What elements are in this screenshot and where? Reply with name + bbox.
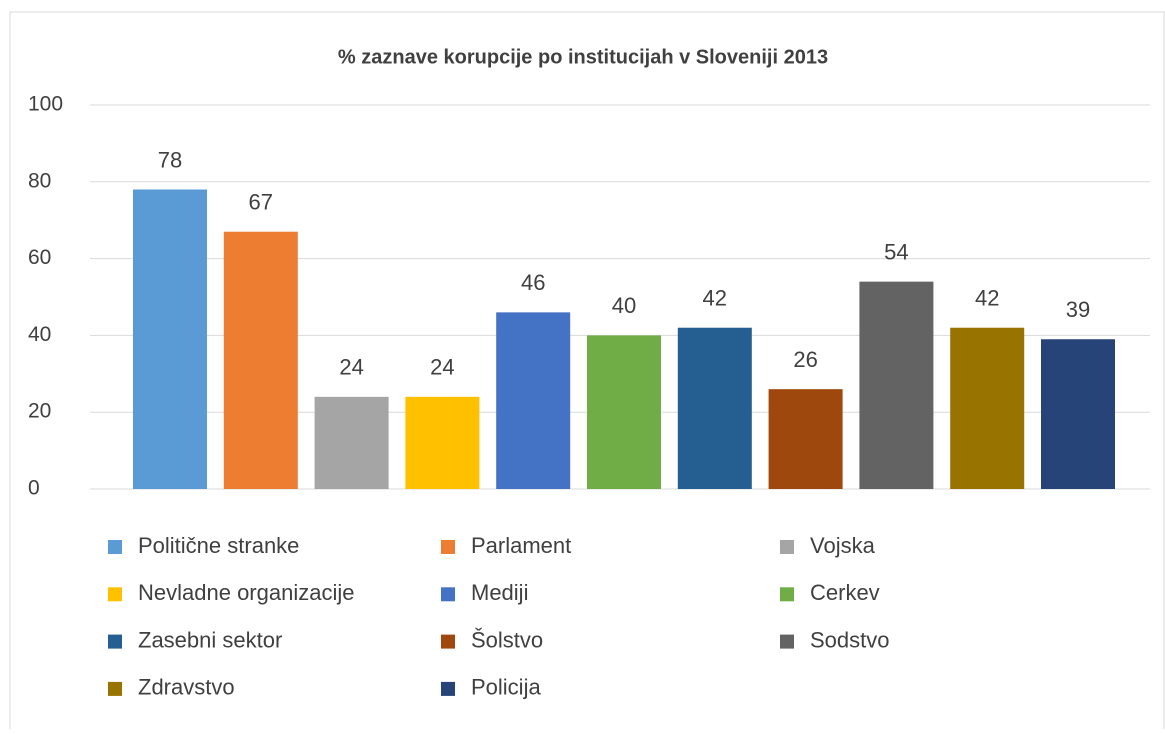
y-tick-label: 80 [28, 169, 51, 192]
legend-label: Politične stranke [138, 533, 299, 558]
y-tick-label: 40 [28, 323, 51, 346]
legend-label: Cerkev [810, 580, 880, 605]
y-tick-label: 60 [28, 246, 51, 269]
legend-swatch [441, 540, 455, 554]
bar [587, 335, 661, 489]
bar [405, 396, 480, 489]
legend-swatch [441, 681, 455, 696]
legend-swatch [441, 634, 455, 649]
legend-swatch [780, 587, 794, 602]
legend-swatch [441, 587, 455, 602]
data-label: 42 [975, 286, 999, 311]
legend-swatch [780, 540, 794, 554]
legend-label: Zasebni sektor [138, 627, 282, 652]
data-label: 39 [1066, 297, 1090, 322]
y-tick-label: 20 [28, 400, 51, 423]
y-tick-label: 0 [28, 477, 40, 500]
bar [768, 389, 843, 489]
data-label: 54 [884, 239, 908, 264]
legend-swatch [108, 540, 122, 554]
legend-swatch [108, 681, 122, 696]
data-label: 24 [430, 355, 454, 380]
data-label: 24 [339, 355, 363, 380]
bar [496, 312, 571, 489]
data-label: 26 [793, 347, 817, 372]
bar [859, 281, 934, 489]
bar [314, 396, 389, 489]
chart-title: % zaznave korupcije po institucijah v Sl… [338, 46, 828, 68]
bar [677, 327, 752, 489]
data-label: 46 [521, 270, 545, 295]
legend-swatch [108, 587, 122, 602]
legend-label: Šolstvo [471, 627, 543, 652]
legend-label: Nevladne organizacije [138, 580, 354, 605]
y-tick-label: 100 [28, 93, 63, 116]
legend-label: Policija [471, 675, 541, 700]
data-label: 67 [249, 190, 273, 215]
data-label: 40 [612, 293, 636, 318]
legend-label: Vojska [810, 533, 876, 558]
legend-swatch [108, 634, 122, 649]
legend-label: Parlament [471, 533, 571, 558]
legend-label: Sodstvo [810, 627, 890, 652]
data-label: 78 [158, 147, 182, 172]
legend-label: Zdravstvo [138, 675, 235, 700]
bar [223, 231, 298, 489]
bar [950, 327, 1025, 489]
legend-swatch [780, 634, 794, 649]
bar [1041, 339, 1115, 489]
data-label: 42 [703, 286, 727, 311]
bar [133, 189, 207, 490]
legend-label: Mediji [471, 580, 528, 605]
